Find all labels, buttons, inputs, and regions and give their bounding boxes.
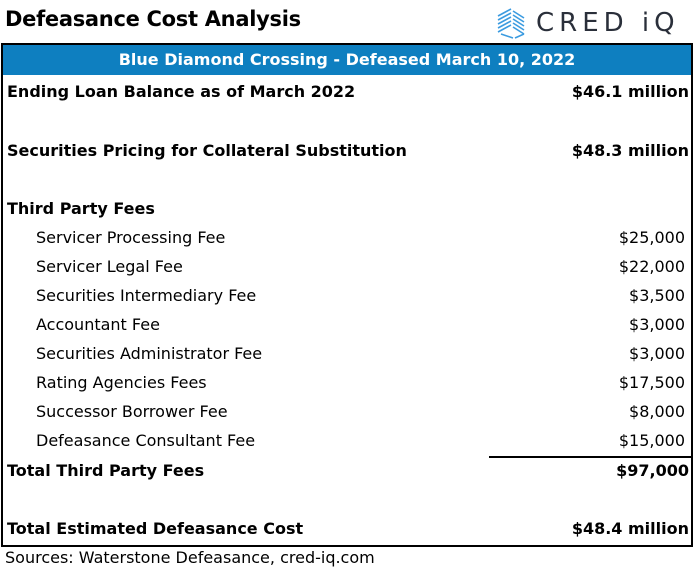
fee-value: $25,000 — [618, 228, 685, 247]
table-banner: Blue Diamond Crossing - Defeased March 1… — [3, 45, 691, 75]
fee-value: $3,500 — [629, 286, 685, 305]
securities-pricing-row: Securities Pricing for Collateral Substi… — [3, 137, 691, 165]
cube-logo-icon — [497, 8, 525, 39]
fee-value: $22,000 — [618, 257, 685, 276]
row-label: Ending Loan Balance as of March 2022 — [7, 82, 356, 101]
row-value: $97,000 — [616, 461, 689, 480]
fee-value: $3,000 — [629, 344, 685, 363]
fee-label: Successor Borrower Fee — [36, 402, 228, 421]
fee-label: Defeasance Consultant Fee — [36, 431, 256, 450]
fee-value: $15,000 — [618, 431, 685, 450]
fee-value: $17,500 — [618, 373, 685, 392]
fee-row: Accountant Fee $3,000 — [3, 311, 691, 339]
fee-label: Servicer Processing Fee — [36, 228, 226, 247]
section-heading: Third Party Fees — [7, 199, 155, 218]
fee-row: Securities Administrator Fee $3,000 — [3, 340, 691, 368]
fee-row: Servicer Processing Fee $25,000 — [3, 224, 691, 252]
logo-text: CRED iQ — [536, 8, 680, 38]
fee-value: $8,000 — [629, 402, 685, 421]
defeasance-table: Blue Diamond Crossing - Defeased March 1… — [1, 43, 693, 547]
total-fees-row: Total Third Party Fees $97,000 — [3, 457, 691, 485]
fee-row: Defeasance Consultant Fee $15,000 — [3, 427, 691, 455]
row-value: $48.4 million — [571, 519, 689, 538]
third-party-heading-row: Third Party Fees — [3, 195, 691, 223]
ending-balance-row: Ending Loan Balance as of March 2022 $46… — [3, 78, 691, 106]
row-label: Securities Pricing for Collateral Substi… — [7, 141, 407, 160]
fee-row: Servicer Legal Fee $22,000 — [3, 253, 691, 281]
page-title: Defeasance Cost Analysis — [5, 7, 301, 31]
subtotal-rule — [489, 456, 691, 458]
fee-label: Servicer Legal Fee — [36, 257, 183, 276]
fee-row: Securities Intermediary Fee $3,500 — [3, 282, 691, 310]
fee-label: Accountant Fee — [36, 315, 160, 334]
row-value: $48.3 million — [571, 141, 689, 160]
total-cost-row: Total Estimated Defeasance Cost $48.4 mi… — [3, 515, 691, 543]
fee-row: Successor Borrower Fee $8,000 — [3, 398, 691, 426]
sources-note: Sources: Waterstone Defeasance, cred-iq.… — [5, 548, 375, 567]
fee-label: Securities Administrator Fee — [36, 344, 263, 363]
row-value: $46.1 million — [571, 82, 689, 101]
fee-row: Rating Agencies Fees $17,500 — [3, 369, 691, 397]
fee-label: Securities Intermediary Fee — [36, 286, 257, 305]
fee-label: Rating Agencies Fees — [36, 373, 207, 392]
cred-iq-logo: CRED iQ — [494, 5, 680, 41]
row-label: Total Estimated Defeasance Cost — [7, 519, 304, 538]
fee-value: $3,000 — [629, 315, 685, 334]
row-label: Total Third Party Fees — [7, 461, 205, 480]
